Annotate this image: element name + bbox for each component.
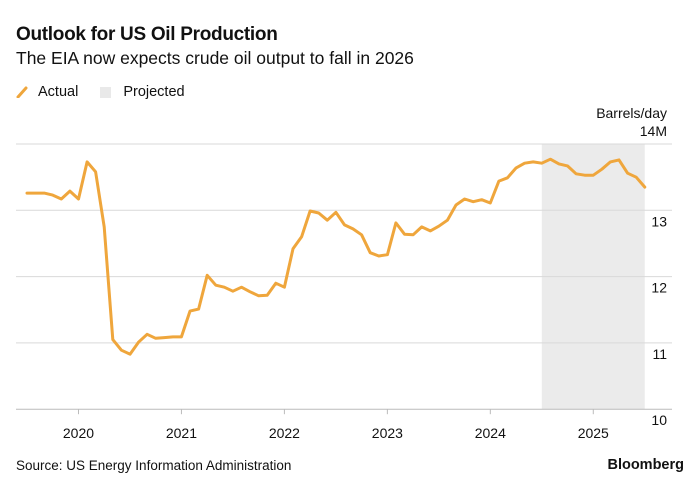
x-tick-label: 2021 <box>166 425 197 441</box>
y-tick-label: 12 <box>651 280 667 296</box>
y-tick-label: 10 <box>651 412 667 428</box>
y-tick-label: 14M <box>640 123 667 139</box>
x-tick-label: 2025 <box>578 425 609 441</box>
x-tick-label: 2023 <box>372 425 403 441</box>
chart-title: Outlook for US Oil Production <box>16 24 278 45</box>
chart-subtitle: The EIA now expects crude oil output to … <box>16 48 414 68</box>
legend: Actual Projected <box>16 84 207 100</box>
y-tick-label: 11 <box>652 346 667 362</box>
shade-swatch-icon <box>100 86 112 98</box>
legend-item-projected: Projected <box>100 84 185 100</box>
x-tick-label: 2022 <box>269 425 300 441</box>
line-swatch-icon <box>16 86 28 98</box>
y-tick-label: 13 <box>651 213 667 229</box>
legend-item-actual: Actual <box>16 84 78 100</box>
legend-label-actual: Actual <box>38 84 79 100</box>
x-tick-label: 2024 <box>475 425 506 441</box>
legend-label-projected: Projected <box>123 84 185 100</box>
x-tick-label: 2020 <box>63 425 94 441</box>
bloomberg-logo: Bloomberg <box>607 457 684 473</box>
y-axis-label: Barrels/day <box>596 105 667 121</box>
source-note: Source: US Energy Information Administra… <box>16 458 292 473</box>
